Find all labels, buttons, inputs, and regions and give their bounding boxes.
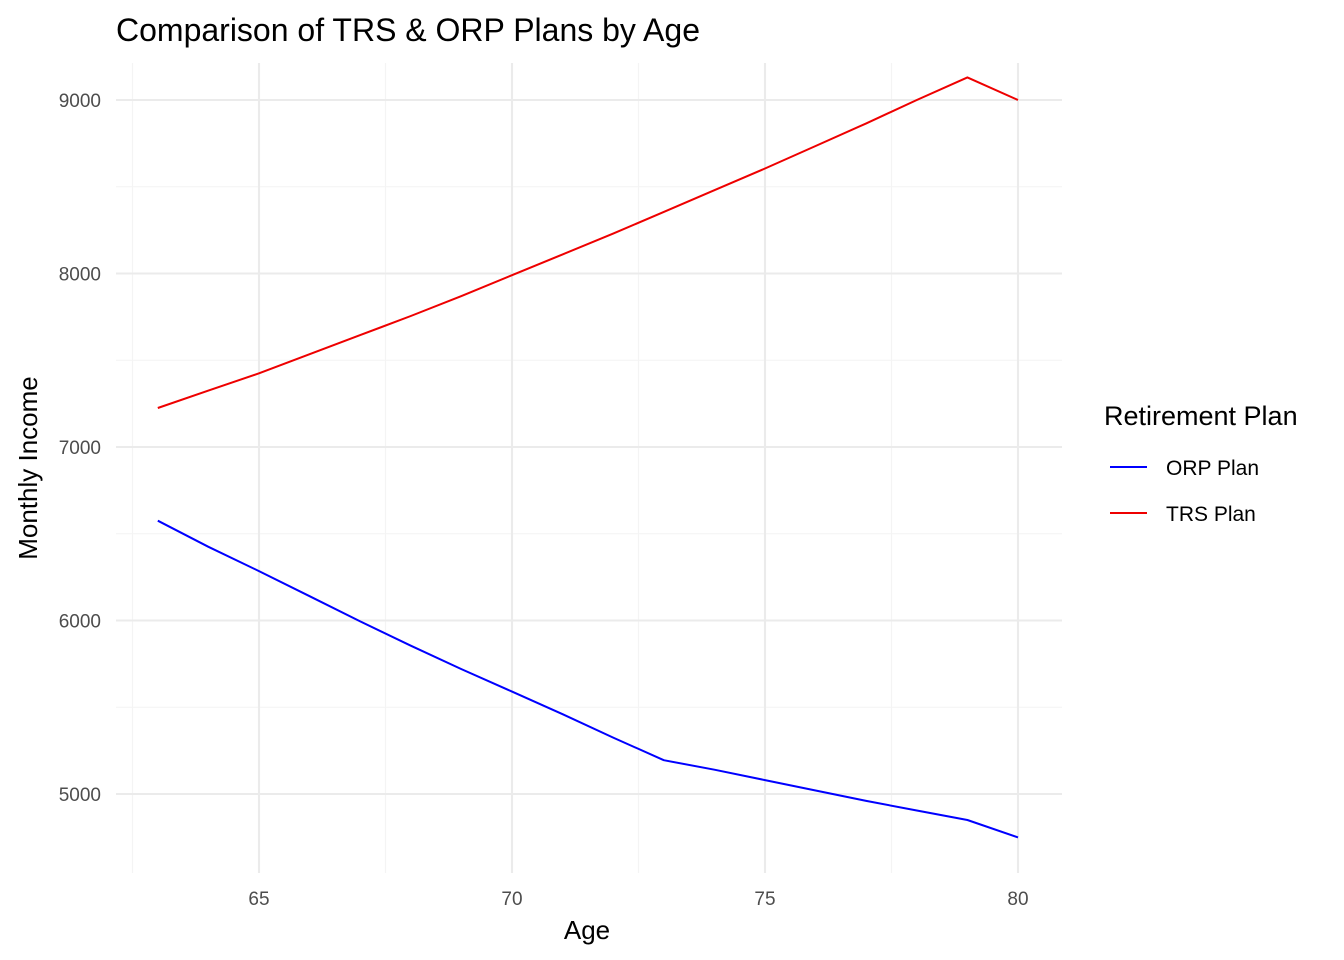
x-axis-title: Age (564, 915, 610, 945)
legend-label: TRS Plan (1166, 503, 1256, 526)
grid (116, 63, 1062, 873)
series-lines (157, 76, 1019, 839)
y-tick-label: 5000 (59, 785, 101, 806)
x-tick-label: 80 (1007, 889, 1028, 910)
legend-title: Retirement Plan (1104, 401, 1298, 431)
x-tick-label: 75 (754, 889, 775, 910)
series-line-orp-plan (157, 519, 1019, 839)
x-axis-ticks: 65 70 75 80 (248, 889, 1028, 910)
y-tick-label: 7000 (59, 438, 101, 459)
legend-label: ORP Plan (1166, 457, 1259, 480)
x-tick-label: 70 (501, 889, 522, 910)
y-axis-title: Monthly Income (13, 376, 43, 560)
y-axis-ticks: 5000 6000 7000 8000 9000 (59, 91, 101, 806)
y-tick-label: 6000 (59, 612, 101, 633)
y-tick-label: 9000 (59, 91, 101, 112)
y-tick-label: 8000 (59, 265, 101, 286)
x-tick-label: 65 (248, 889, 269, 910)
series-line-trs-plan (157, 76, 1019, 409)
chart-title: Comparison of TRS & ORP Plans by Age (116, 12, 700, 48)
legend: Retirement Plan ORP Plan TRS Plan (1104, 401, 1298, 526)
